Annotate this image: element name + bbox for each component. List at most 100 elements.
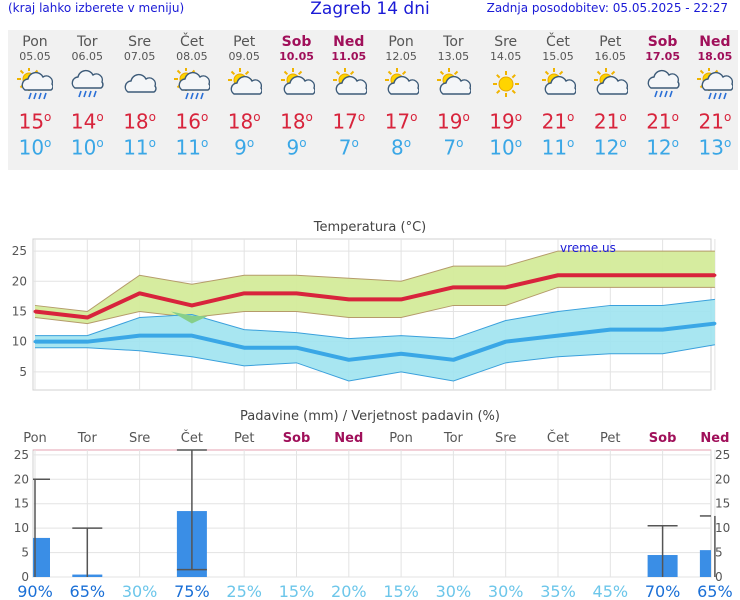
weather-icon-cell bbox=[323, 64, 375, 104]
precipitation-chart-title: Padavine (mm) / Verjetnost padavin (%) bbox=[240, 409, 500, 424]
tmin-range-band bbox=[35, 299, 715, 381]
tmax-range-band bbox=[35, 251, 715, 324]
day-name: Ned bbox=[333, 34, 365, 50]
tmax-point bbox=[556, 273, 560, 277]
day-date: 11.05 bbox=[331, 50, 367, 63]
day-date: 10.05 bbox=[279, 50, 314, 63]
day-name: Tor bbox=[443, 34, 464, 50]
weather-icon-cell bbox=[480, 64, 532, 104]
day-date: 12.05 bbox=[385, 50, 417, 63]
min-temp: 7o bbox=[338, 135, 359, 160]
tmax-point bbox=[138, 291, 142, 295]
max-temp: 15o bbox=[18, 109, 52, 134]
min-temp: 12o bbox=[646, 135, 679, 160]
precipitation-x-tick: Pet bbox=[600, 431, 620, 446]
precipitation-probability: 25% bbox=[226, 582, 262, 600]
precipitation-bar bbox=[33, 537, 50, 577]
tmin-point bbox=[504, 340, 508, 344]
temperature-y-tick: 15 bbox=[12, 304, 27, 318]
precipitation-y-tick-right: 0 bbox=[715, 570, 723, 584]
precipitation-probability: 35% bbox=[540, 582, 576, 600]
min-temp: 11o bbox=[123, 135, 156, 160]
precipitation-x-tick: Sre bbox=[129, 431, 150, 446]
day-name: Pon bbox=[388, 34, 414, 50]
day-column: Pon 12.05 17o 8o bbox=[375, 30, 427, 160]
precipitation-probability: 15% bbox=[383, 582, 419, 600]
max-temp: 18o bbox=[123, 109, 156, 134]
max-temp: 21o bbox=[593, 109, 627, 134]
day-name: Ned bbox=[699, 34, 731, 50]
min-temp: 9o bbox=[234, 135, 255, 160]
tmin-point bbox=[33, 340, 37, 344]
precipitation-probability: 45% bbox=[593, 582, 629, 600]
min-temp: 11o bbox=[175, 135, 209, 160]
location-menu-hint[interactable]: (kraj lahko izberete v meniju) bbox=[8, 1, 185, 15]
tmin-range-lower bbox=[35, 344, 715, 382]
day-date: 06.05 bbox=[71, 50, 104, 63]
daily-forecast-panel: Pon 05.05 15o 10o Tor 06.05 14o 10o Sre 07.05 18o 1… bbox=[8, 30, 738, 170]
precipitation-x-tick: Ned bbox=[700, 431, 729, 446]
day-column: Tor 13.05 19o 7o bbox=[427, 30, 479, 160]
weather-icon-cell bbox=[271, 64, 323, 104]
tmin-point bbox=[190, 334, 194, 338]
day-name: Pet bbox=[599, 34, 622, 50]
tmax-point bbox=[347, 297, 351, 301]
sun-cloud-icon bbox=[228, 68, 263, 95]
day-date: 13.05 bbox=[437, 50, 470, 63]
day-date: 07.05 bbox=[123, 50, 156, 63]
min-temp: 12o bbox=[593, 135, 627, 160]
temperature-y-tick: 5 bbox=[19, 365, 27, 379]
min-temp: 8o bbox=[391, 135, 412, 160]
temperature-chart: Temperatura (°C) 5 10 15 20 25 vreme.us bbox=[12, 220, 717, 391]
precipitation-y-tick-left: 5 bbox=[21, 546, 29, 560]
day-name: Pon bbox=[22, 34, 48, 50]
max-temp: 17o bbox=[384, 109, 418, 134]
precipitation-y-tick-right: 5 bbox=[715, 546, 723, 560]
sun-cloud-rain-icon bbox=[17, 68, 53, 100]
weather-icon-cell bbox=[532, 64, 584, 104]
tmin-point bbox=[85, 340, 89, 344]
tmin-point bbox=[347, 358, 351, 362]
range-overlap bbox=[170, 311, 208, 324]
day-column: Pet 16.05 21o 12o bbox=[584, 30, 636, 160]
day-column: Ned 11.05 17o 7o bbox=[323, 30, 375, 160]
precipitation-y-tick-right: 25 bbox=[715, 448, 730, 462]
cloud-icon bbox=[124, 73, 157, 93]
precipitation-y-tick-left: 25 bbox=[14, 448, 29, 462]
max-temp: 19o bbox=[489, 109, 523, 134]
weather-icon-cell bbox=[584, 64, 636, 104]
precipitation-y-tick-left: 20 bbox=[14, 472, 29, 486]
tmax-point bbox=[190, 303, 194, 307]
weather-icon-cell bbox=[637, 64, 689, 104]
precipitation-x-tick: Čet bbox=[181, 430, 203, 446]
max-temp: 16o bbox=[175, 109, 209, 134]
precipitation-probability: 30% bbox=[436, 582, 472, 600]
weather-icon-cell bbox=[61, 64, 113, 104]
day-column: Sob 10.05 18o 9o bbox=[271, 30, 323, 160]
weather-icon-cell bbox=[427, 64, 479, 104]
precipitation-x-tick: Sob bbox=[283, 431, 311, 446]
max-temp: 18o bbox=[280, 109, 313, 134]
min-temp: 7o bbox=[443, 135, 464, 160]
day-column: Sre 14.05 19o 10o bbox=[480, 30, 532, 160]
precipitation-x-tick: Tor bbox=[77, 431, 98, 446]
temperature-y-tick: 25 bbox=[12, 244, 27, 258]
tmax-point bbox=[33, 309, 37, 313]
day-column: Tor 06.05 14o 10o bbox=[61, 30, 113, 160]
last-update: Zadnja posodobitev: 05.05.2025 - 22:27 bbox=[486, 1, 728, 15]
tmax-range-lower bbox=[34, 286, 715, 325]
day-name: Pet bbox=[233, 34, 256, 50]
tmax-point bbox=[295, 291, 298, 295]
tmin-range-upper bbox=[35, 298, 715, 340]
day-column: Pon 05.05 15o 10o bbox=[9, 30, 61, 160]
temperature-y-tick: 10 bbox=[12, 335, 27, 349]
sun-cloud-icon bbox=[332, 68, 367, 95]
day-date: 15.05 bbox=[542, 50, 574, 63]
precipitation-x-tick: Pon bbox=[389, 431, 413, 446]
precipitation-y-tick-left: 15 bbox=[14, 497, 29, 511]
precipitation-chart: Padavine (mm) / Verjetnost padavin (%) Po… bbox=[14, 409, 733, 600]
precipitation-plot-area bbox=[32, 449, 712, 578]
tmin-point bbox=[608, 328, 612, 332]
tmin-point bbox=[451, 358, 455, 362]
day-name: Čet bbox=[179, 34, 204, 50]
